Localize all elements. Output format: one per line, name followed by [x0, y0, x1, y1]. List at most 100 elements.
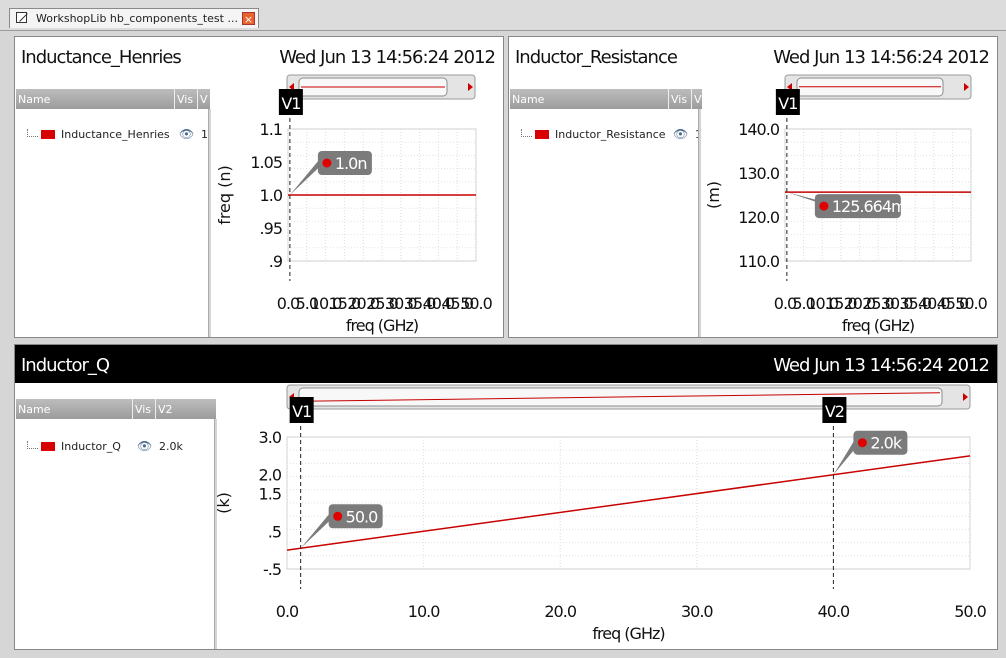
- marker-label: V2: [825, 402, 844, 421]
- x-tick-label: 15.0: [329, 294, 361, 313]
- y-tick-label: 140.0: [738, 120, 780, 139]
- subwindow-inductance[interactable]: Inductance_Henries Wed Jun 13 14:56:24 2…: [14, 36, 504, 338]
- chart-inductance[interactable]: 0.0 10.0 20.0 30.0 40.0 50.0 5.0 15.0 25.0 35.0 45…: [15, 37, 501, 337]
- x-tick-label: 35.0: [404, 294, 436, 313]
- legend-col-vis[interactable]: Vis: [671, 93, 688, 106]
- subwindow-q[interactable]: Inductor_Q Wed Jun 13 14:56:24 2012 Name…: [14, 344, 998, 650]
- x-tick-label: 40.0: [918, 294, 950, 313]
- legend-col-v[interactable]: V: [694, 93, 702, 106]
- chart-q[interactable]: 0.0 10.0 20.0 30.0 40.0 50.0 3.0 2.01.5 .5 -.5 fre…: [15, 345, 997, 649]
- x-tick-label: 30.0: [681, 602, 713, 621]
- y-tick-label: 120.0: [738, 208, 780, 227]
- x-axis-label: freq (GHz): [842, 316, 914, 335]
- y-tick-label: .5: [268, 522, 281, 541]
- x-tick-label: 25.0: [862, 294, 894, 313]
- callout-box[interactable]: [317, 151, 372, 175]
- x-tick-label: 35.0: [899, 294, 931, 313]
- eye-icon[interactable]: 👁: [137, 439, 153, 453]
- x-tick-label: 50.0: [954, 602, 986, 621]
- marker-flag[interactable]: [822, 397, 847, 423]
- callout-box[interactable]: [328, 504, 383, 529]
- x-tick-label: 25.0: [366, 294, 398, 313]
- callout-dot: [857, 438, 867, 448]
- y-tick-label: .95: [260, 219, 282, 238]
- callout-value: 50.0: [346, 507, 378, 526]
- x-tick-label: 50.0: [955, 294, 987, 313]
- callout-value: 1.0n: [335, 154, 367, 173]
- x-tick-label: 10.0: [408, 602, 440, 621]
- y-axis-label: (m): [704, 181, 723, 209]
- subwindow-date: Wed Jun 13 14:56:24 2012: [773, 47, 990, 68]
- scroll-right-icon[interactable]: [468, 83, 473, 91]
- x-tick-label: 10.0: [806, 294, 838, 313]
- waveform-window-icon: [16, 12, 27, 23]
- trace-color-swatch: [535, 130, 549, 139]
- legend-col-name[interactable]: Name: [512, 93, 545, 106]
- callout-dot: [333, 511, 343, 521]
- legend-signal-name: Inductor_Q: [61, 440, 121, 453]
- trace-color-swatch: [41, 442, 55, 451]
- callout-box[interactable]: [814, 194, 901, 219]
- y-axis-label: (k): [214, 492, 233, 514]
- x-tick-label: 30.0: [881, 294, 913, 313]
- legend-header: Name Vis V: [510, 89, 702, 109]
- legend-col-vis[interactable]: Vis: [177, 93, 194, 106]
- close-icon[interactable]: ×: [242, 12, 255, 26]
- subwindow-title: Inductor_Resistance: [515, 47, 678, 68]
- x-tick-label: 20.0: [844, 294, 876, 313]
- y-axis-label: freq (n): [215, 165, 234, 225]
- legend-signal-name: Inductor_Resistance: [555, 128, 666, 141]
- legend-col-vis[interactable]: Vis: [135, 403, 152, 416]
- x-tick-label: 5.0: [792, 294, 815, 313]
- legend-splitter[interactable]: [208, 109, 211, 337]
- legend-splitter[interactable]: [698, 109, 701, 337]
- marker-label: V1: [778, 94, 797, 113]
- legend-col-name[interactable]: Name: [18, 403, 51, 416]
- legend-col-v[interactable]: V: [200, 93, 208, 106]
- marker-flag[interactable]: [775, 89, 800, 115]
- callout-box[interactable]: [853, 430, 908, 455]
- callout-value: 2.0k: [870, 434, 902, 453]
- chart-resistance[interactable]: 0.0 10.0 20.0 30.0 40.0 50.0 5.0 15.0 25.0 35.0 45…: [509, 37, 995, 337]
- legend-header: Name Vis V: [16, 89, 210, 109]
- legend-col-name[interactable]: Name: [18, 93, 51, 106]
- eye-icon[interactable]: 👁: [179, 127, 195, 141]
- x-tick-label: 40.0: [423, 294, 455, 313]
- series-line[interactable]: [286, 455, 971, 551]
- marker-label: V1: [281, 94, 300, 113]
- trace-color-swatch: [41, 130, 55, 139]
- subwindow-date: Wed Jun 13 14:56:24 2012: [773, 355, 990, 376]
- callout-value: 125.664m: [832, 197, 906, 216]
- x-tick-label: 45.0: [937, 294, 969, 313]
- tab-workshoplib[interactable]: WorkshopLib hb_components_test ... ×: [9, 8, 259, 28]
- x-axis-label: freq (GHz): [346, 316, 418, 335]
- subwindow-header: Inductor_Q Wed Jun 13 14:56:24 2012: [15, 345, 997, 383]
- x-tick-label: 0.0: [774, 294, 797, 313]
- y-tick-label: 110.0: [738, 252, 780, 271]
- x-tick-label: 10.0: [310, 294, 342, 313]
- eye-icon[interactable]: 👁: [673, 127, 689, 141]
- tab-title: WorkshopLib hb_components_test ...: [36, 12, 238, 25]
- scroll-right-icon[interactable]: [964, 83, 969, 91]
- marker-flag[interactable]: [278, 89, 303, 115]
- subwindow-title: Inductor_Q: [21, 355, 110, 376]
- legend-signal-value: 1: [201, 128, 208, 141]
- subwindow-header: Inductor_Resistance Wed Jun 13 14:56:24 …: [509, 37, 997, 75]
- x-tick-label: 40.0: [818, 602, 850, 621]
- subwindow-date: Wed Jun 13 14:56:24 2012: [279, 47, 496, 68]
- y-tick-label: 1.1: [260, 120, 282, 139]
- marker-flag[interactable]: [289, 397, 314, 423]
- y-tick-label: 3.0: [259, 428, 282, 447]
- zoom-preview-trace: [300, 392, 941, 402]
- x-tick-label: 20.0: [347, 294, 379, 313]
- subwindow-resistance[interactable]: Inductor_Resistance Wed Jun 13 14:56:24 …: [508, 36, 998, 338]
- legend-signal-name: Inductance_Henries: [61, 128, 170, 141]
- legend-col-v2[interactable]: V2: [158, 403, 173, 416]
- x-tick-label: 0.0: [277, 294, 300, 313]
- scroll-right-icon[interactable]: [963, 393, 968, 401]
- legend-splitter[interactable]: [214, 419, 217, 649]
- callout-dot: [819, 201, 829, 211]
- x-tick-label: 30.0: [385, 294, 417, 313]
- y-tick-label: 1.0: [260, 186, 283, 205]
- x-tick-label: 15.0: [825, 294, 857, 313]
